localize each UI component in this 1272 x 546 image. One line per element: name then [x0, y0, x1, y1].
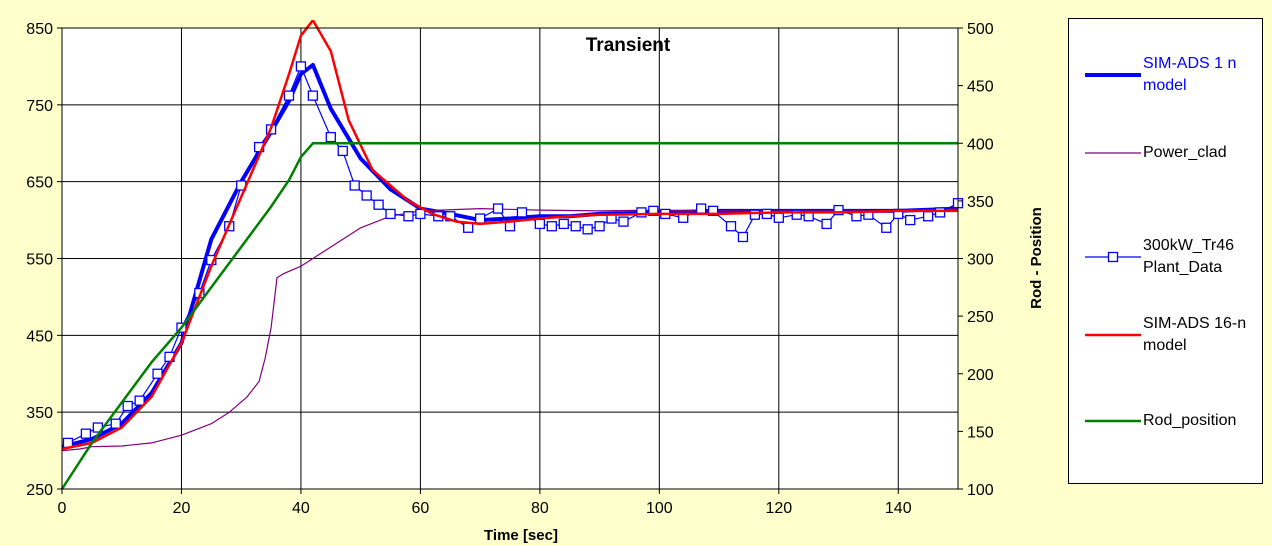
legend-swatch [1085, 419, 1141, 423]
series-3 [61, 20, 958, 451]
data-point [403, 211, 414, 222]
data-point [881, 222, 892, 233]
y2-tick-label: 450 [967, 79, 994, 96]
data-point [558, 218, 569, 230]
legend-label: 300kW_Tr46 Plant_Data [1143, 237, 1234, 276]
data-point [648, 205, 659, 217]
data-point [893, 208, 904, 220]
legend-label: Power_clad [1143, 144, 1227, 161]
legend-label: SIM-ADS 16-n model [1143, 315, 1247, 354]
data-point [361, 190, 372, 201]
y2-axis-label: Rod - Position [1028, 207, 1045, 309]
y-tick-label: 350 [26, 405, 53, 422]
data-point [134, 395, 145, 406]
data-point [349, 180, 360, 191]
data-point [80, 428, 92, 439]
data-point [474, 213, 486, 224]
y-tick-label: 550 [26, 252, 53, 269]
y-tick-label: 450 [26, 328, 53, 345]
y-axis-ticks: 250 350 450 550 650 750 850 [26, 21, 62, 499]
legend-item: SIM-ADS 16-n model [1069, 311, 1264, 359]
x-tick-label: 100 [646, 500, 673, 517]
legend-swatch [1085, 73, 1141, 77]
legend-swatch [1085, 251, 1141, 263]
y-tick-label: 650 [26, 175, 53, 192]
legend-label: SIM-ADS 1 n model [1143, 55, 1237, 94]
data-point [325, 131, 336, 143]
data-point [152, 368, 163, 379]
series-4 [60, 142, 958, 490]
data-point [570, 221, 581, 232]
chart-title: Transient [586, 35, 671, 56]
legend-item: 300kW_Tr46 Plant_Data [1069, 233, 1264, 281]
legend-item: Rod_position [1069, 397, 1264, 445]
data-point [905, 214, 916, 226]
y2-tick-label: 200 [967, 367, 994, 384]
data-point [415, 208, 426, 220]
data-point [516, 207, 528, 218]
y2-tick-label: 250 [967, 309, 994, 326]
data-point [110, 418, 121, 429]
x-tick-label: 140 [885, 500, 912, 517]
data-point [283, 90, 295, 101]
x-tick-label: 120 [765, 500, 792, 517]
data-point [707, 205, 719, 217]
data-point [922, 211, 934, 222]
data-point [863, 209, 874, 220]
data-point [122, 400, 133, 412]
data-point [337, 145, 348, 157]
legend-item: SIM-ADS 1 n model [1069, 51, 1264, 99]
y-tick-label: 250 [26, 482, 53, 499]
y-tick-label: 850 [26, 21, 53, 38]
y2-tick-label: 300 [967, 252, 994, 269]
y2-tick-label: 500 [967, 21, 994, 38]
data-point [492, 203, 504, 214]
data-point [737, 231, 749, 243]
data-point [463, 222, 474, 233]
data-point [636, 207, 647, 218]
series-line [61, 20, 958, 451]
data-point [618, 216, 629, 227]
x-tick-label: 0 [58, 500, 67, 517]
series-line [60, 142, 958, 490]
y2-tick-label: 350 [967, 194, 994, 211]
series-line [61, 208, 959, 452]
series-1 [61, 208, 959, 452]
data-point [307, 90, 319, 101]
data-point [582, 224, 593, 235]
data-point [594, 221, 605, 232]
series-layer [60, 20, 964, 490]
legend-label: Rod_position [1143, 412, 1237, 429]
legend-swatch [1085, 333, 1141, 337]
x-axis-ticks: 0 20 40 60 80 100 120 140 [58, 489, 912, 517]
y2-tick-label: 150 [967, 424, 994, 441]
y2-tick-label: 100 [967, 482, 994, 499]
data-point [821, 218, 832, 230]
data-point [534, 218, 546, 230]
y-tick-label: 750 [26, 98, 53, 115]
legend-item: Power_clad [1069, 129, 1264, 177]
data-point [695, 203, 707, 214]
data-point [833, 204, 844, 216]
legend: SIM-ADS 1 n model Power_clad 300kW_Tr46 Pl… [1068, 18, 1263, 484]
data-point [295, 61, 307, 72]
data-point [725, 221, 737, 232]
x-tick-label: 40 [292, 500, 310, 517]
data-point [749, 209, 761, 220]
data-point [373, 199, 384, 210]
x-tick-label: 60 [412, 500, 430, 517]
data-point [773, 212, 784, 223]
y2-axis-ticks: 100 150 200 250 300 350 400 450 500 [958, 21, 994, 499]
data-point [791, 209, 802, 220]
x-tick-label: 20 [173, 500, 191, 517]
data-point [934, 207, 946, 218]
x-axis-label: Time [sec] [484, 527, 558, 544]
y2-tick-label: 400 [967, 136, 994, 153]
data-point [385, 208, 396, 220]
data-point [546, 221, 557, 232]
x-tick-label: 80 [531, 500, 549, 517]
legend-swatch [1085, 152, 1141, 154]
